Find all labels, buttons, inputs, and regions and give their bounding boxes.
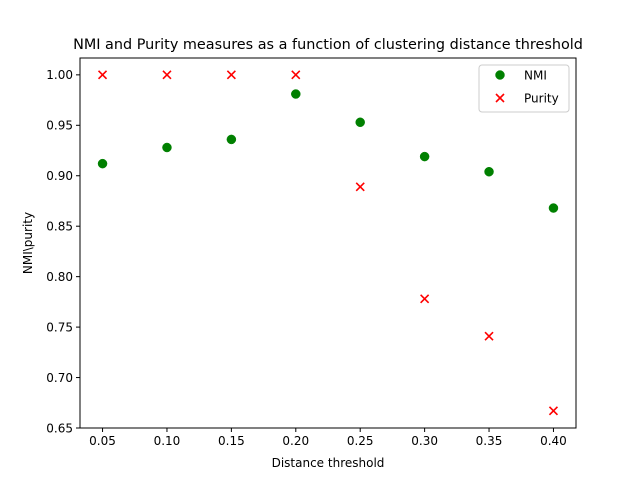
y-axis: 0.65 0.70 0.75 0.80 0.85 0.90 0.95 1.00: [46, 68, 80, 435]
purity-point: [420, 294, 430, 304]
y-axis-label: NMI\purity: [21, 212, 35, 274]
y-tick-label: 0.65: [46, 421, 73, 435]
y-tick-label: 0.80: [46, 270, 73, 284]
y-tick-label: 0.95: [46, 119, 73, 133]
nmi-point: [97, 158, 108, 169]
x-axis: 0.05 0.10 0.15 0.20 0.25 0.30 0.35 0.40: [89, 428, 567, 448]
legend-item-nmi: NMI: [495, 68, 547, 82]
y-tick-label: 0.75: [46, 320, 73, 334]
nmi-point: [162, 142, 172, 153]
legend-item-purity: Purity: [495, 91, 559, 105]
nmi-point: [548, 203, 559, 213]
nmi-point: [291, 89, 301, 99]
y-tick-label: 0.90: [46, 169, 73, 183]
x-axis-label: Distance threshold: [272, 456, 385, 470]
x-tick-label: 0.05: [89, 434, 116, 448]
y-tick-label: 0.85: [46, 220, 73, 234]
purity-point: [162, 70, 172, 80]
nmi-point: [355, 117, 365, 128]
purity-point: [548, 406, 559, 416]
nmi-point: [419, 151, 430, 162]
x-tick-label: 0.20: [282, 434, 309, 448]
chart-title: NMI and Purity measures as a function of…: [73, 37, 583, 53]
x-tick-label: 0.30: [411, 434, 438, 448]
purity-point: [226, 70, 236, 80]
plot-area: [97, 70, 559, 416]
legend-label: NMI: [524, 68, 547, 82]
y-tick-label: 1.00: [46, 68, 73, 82]
x-tick-label: 0.40: [540, 434, 567, 448]
x-tick-label: 0.15: [218, 434, 245, 448]
y-tick-label: 0.70: [46, 371, 73, 385]
purity-point: [355, 182, 365, 192]
nmi-point: [226, 134, 237, 145]
x-tick-label: 0.25: [347, 434, 374, 448]
series-purity: [97, 70, 559, 416]
purity-point: [97, 70, 108, 80]
nmi-point: [484, 166, 494, 177]
x-tick-label: 0.10: [154, 434, 181, 448]
legend-marker-purity: [495, 93, 505, 103]
legend-marker-nmi: [495, 70, 505, 80]
purity-point: [484, 331, 494, 341]
legend: NMI Purity: [478, 64, 570, 113]
series-nmi: [97, 89, 559, 213]
purity-point: [291, 70, 301, 80]
legend-label: Purity: [524, 91, 559, 105]
axes-frame: [79, 57, 577, 429]
x-tick-label: 0.35: [476, 434, 503, 448]
